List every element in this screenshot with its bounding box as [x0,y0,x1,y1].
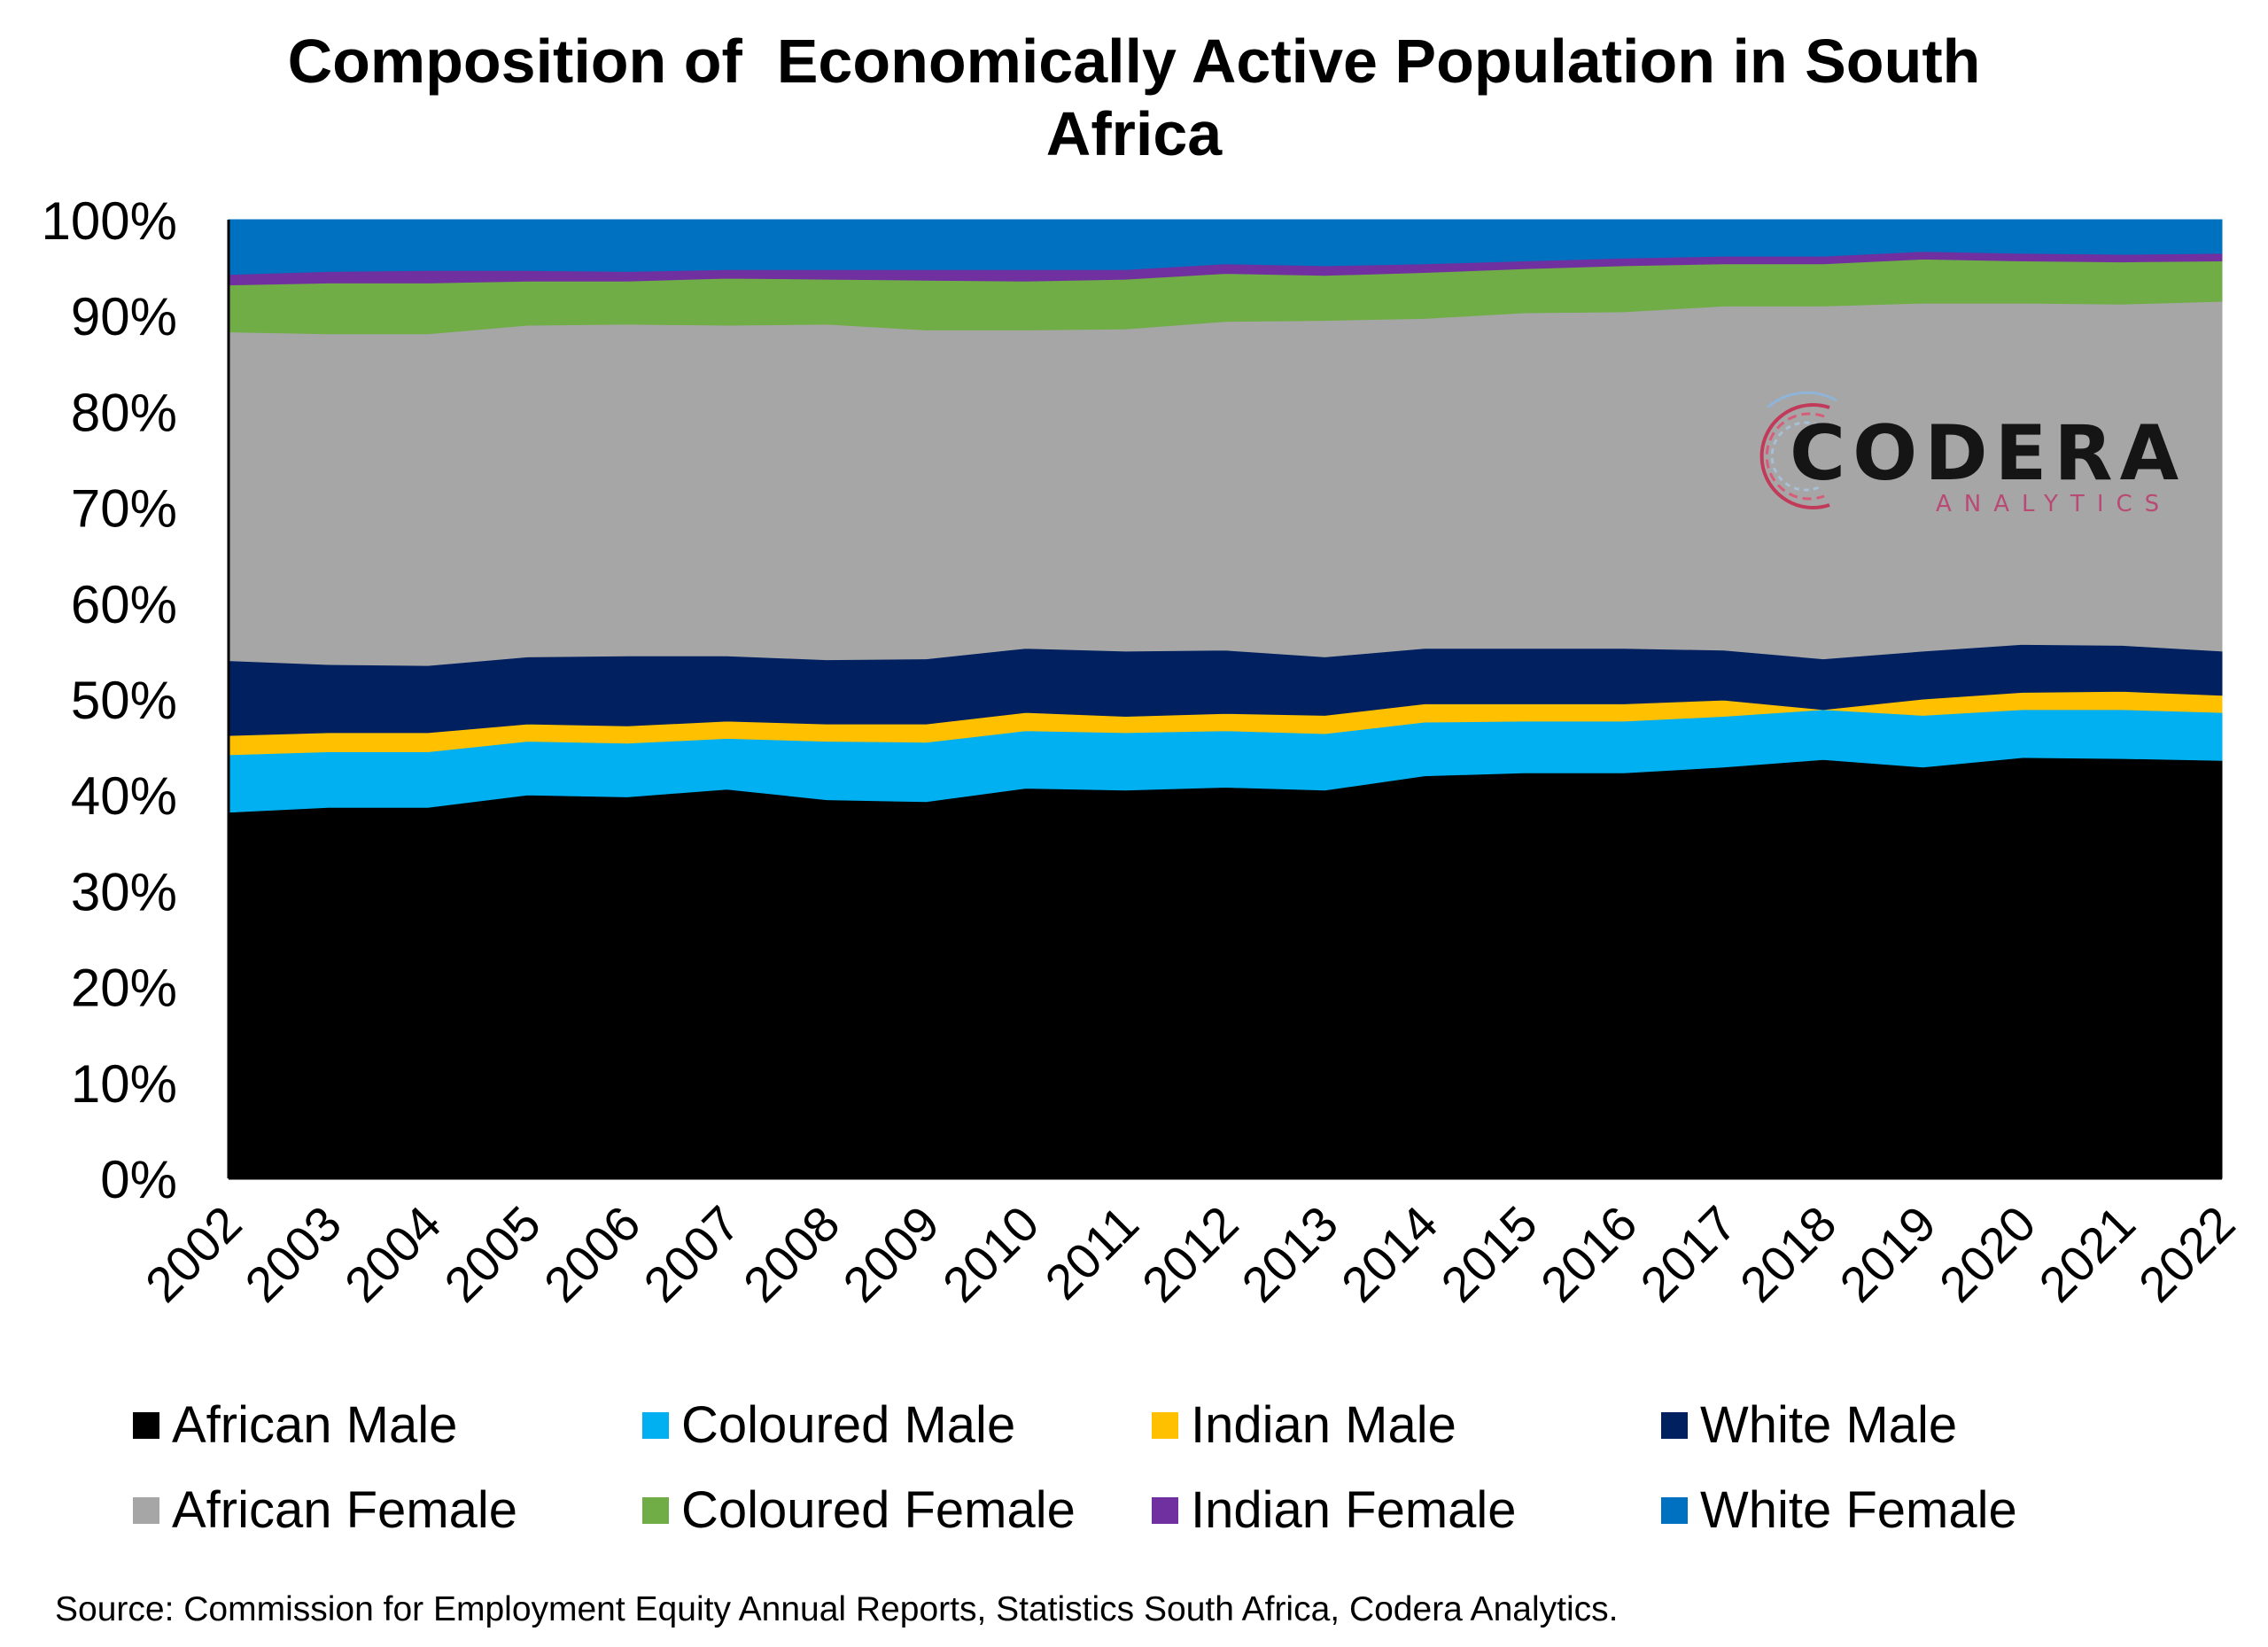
logo-subtitle: ANALYTICS [1936,491,2172,517]
y-axis-ticks: 0% 10% 20% 30% 40% 50% 60% 70% 80% 90% 100% [42,191,177,1209]
legend-label: Indian Female [1191,1481,1517,1539]
area-white-female [228,219,2223,276]
y-tick-label: 10% [71,1054,177,1114]
x-tick-label: 2010 [932,1195,1050,1313]
legend-item: African Female [133,1480,517,1540]
x-tick-label: 2002 [135,1195,252,1313]
x-tick-label: 2004 [334,1195,452,1313]
stacked-area-chart: 0%10%20%30%40%50%60%70%80%90%100% 200220… [42,191,2246,1313]
x-tick-label: 2021 [2028,1195,2146,1313]
legend-item: Indian Female [1152,1480,1517,1540]
y-tick-label: 20% [71,959,177,1018]
x-tick-label: 2022 [2128,1195,2246,1313]
x-tick-label: 2008 [733,1195,850,1313]
legend-swatch [642,1411,669,1439]
legend-item: White Female [1661,1480,2017,1540]
x-axis-ticks: 2002200320042005200620072008200920102011… [135,1195,2246,1313]
chart-title: Composition of Economically Active Popul… [0,25,2268,170]
x-tick-label: 2005 [433,1195,551,1313]
y-tick-label: 30% [71,862,177,921]
x-tick-label: 2016 [1530,1195,1648,1313]
x-tick-label: 2003 [234,1195,352,1313]
codera-logo: CODERA ANALYTICS [1736,381,2179,532]
chart-title-line-2: Africa [1045,99,1223,168]
y-tick-label: 60% [71,575,177,634]
legend-swatch [133,1496,159,1524]
x-tick-label: 2012 [1131,1195,1249,1313]
y-tick-label: 100% [42,191,177,251]
codera-logo-mark-icon [1759,391,1837,509]
x-tick-label: 2019 [1829,1195,1946,1313]
legend-label: Coloured Male [681,1396,1016,1454]
legend-label: White Female [1700,1481,2017,1539]
x-tick-label: 2017 [1629,1195,1747,1313]
source-note: Source: Commission for Employment Equity… [55,1590,1619,1628]
area-layers [228,219,2223,1179]
legend-label: Indian Male [1191,1396,1456,1454]
y-tick-label: 40% [71,766,177,826]
area-african-male [228,757,2223,1179]
y-tick-label: 0% [100,1150,177,1209]
legend-item: Coloured Female [642,1480,1076,1540]
x-tick-label: 2007 [633,1195,750,1313]
x-tick-label: 2014 [1331,1195,1449,1313]
legend-item: African Male [133,1395,457,1455]
legend-swatch [1152,1496,1178,1524]
x-tick-label: 2009 [832,1195,950,1313]
y-tick-label: 80% [71,383,177,442]
chart-axes [227,220,2222,1180]
x-tick-label: 2011 [1034,1195,1149,1310]
legend-swatch [1661,1496,1688,1524]
x-tick-label: 2015 [1430,1195,1548,1313]
y-tick-label: 90% [71,287,177,346]
legend-swatch [133,1411,159,1439]
legend-label: African Female [172,1481,518,1539]
x-tick-label: 2006 [533,1195,651,1313]
legend-label: African Male [172,1396,458,1454]
legend-label: White Male [1700,1396,1958,1454]
x-tick-label: 2013 [1231,1195,1348,1313]
y-tick-label: 50% [71,671,177,730]
legend-item: Coloured Male [642,1395,1015,1455]
logo-wordmark: CODERA [1790,409,2186,498]
legend-swatch [1661,1411,1688,1439]
x-tick-label: 2020 [1929,1195,2047,1313]
chart-title-line-1: Composition of Economically Active Popul… [287,27,1981,96]
legend-swatch [642,1496,669,1524]
legend-item: Indian Male [1152,1395,1456,1455]
legend-label: Coloured Female [681,1481,1076,1539]
y-tick-label: 70% [71,479,177,539]
legend-item: White Male [1661,1395,1957,1455]
x-tick-label: 2018 [1729,1195,1847,1313]
legend-swatch [1152,1411,1178,1439]
